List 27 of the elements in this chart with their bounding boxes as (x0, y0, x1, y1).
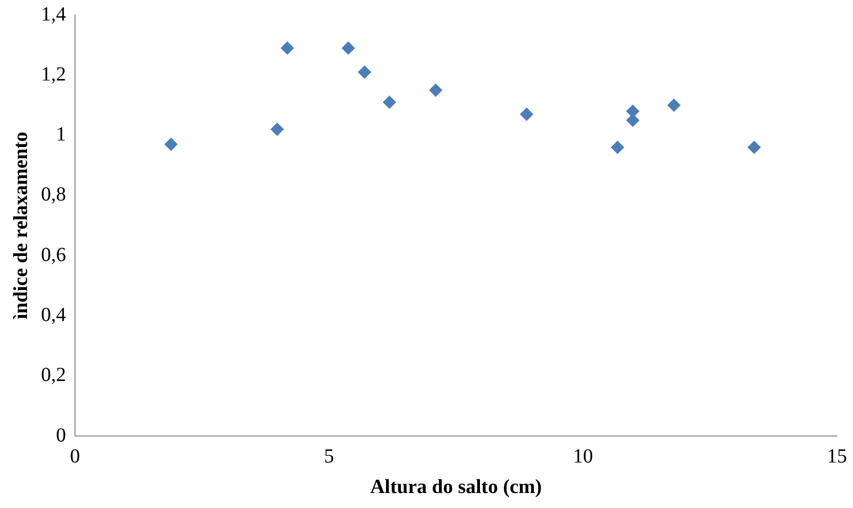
point (667, 98, 680, 112)
point (626, 104, 640, 118)
x-tick-label: 15 (827, 445, 847, 468)
x-axis-title: Altura do salto (cm) (370, 476, 542, 498)
point (382, 96, 396, 109)
point (358, 66, 372, 79)
y-tick-label: 0,4 (41, 304, 66, 326)
point (520, 108, 534, 121)
y-tick-label: 1,4 (41, 3, 66, 26)
point (280, 42, 294, 55)
x-tick-label: 10 (573, 445, 593, 468)
y-tick-label: 0 (56, 424, 66, 446)
x-tick-label: 0 (70, 445, 80, 468)
x-tick-label: 5 (324, 445, 334, 468)
point (164, 138, 178, 151)
point (429, 84, 442, 97)
point (342, 42, 355, 55)
point (611, 140, 624, 154)
y-tick-label: 1,2 (41, 63, 66, 86)
y-tick-label: 0,8 (41, 184, 66, 206)
point (748, 140, 761, 154)
y-tick-label: 0,6 (41, 244, 66, 266)
point (626, 114, 640, 127)
y-axis-title: ìndice de relaxamento (10, 132, 32, 320)
y-tick-label: 0,2 (41, 364, 66, 386)
point (270, 122, 284, 136)
y-tick-label: 1 (56, 124, 66, 146)
